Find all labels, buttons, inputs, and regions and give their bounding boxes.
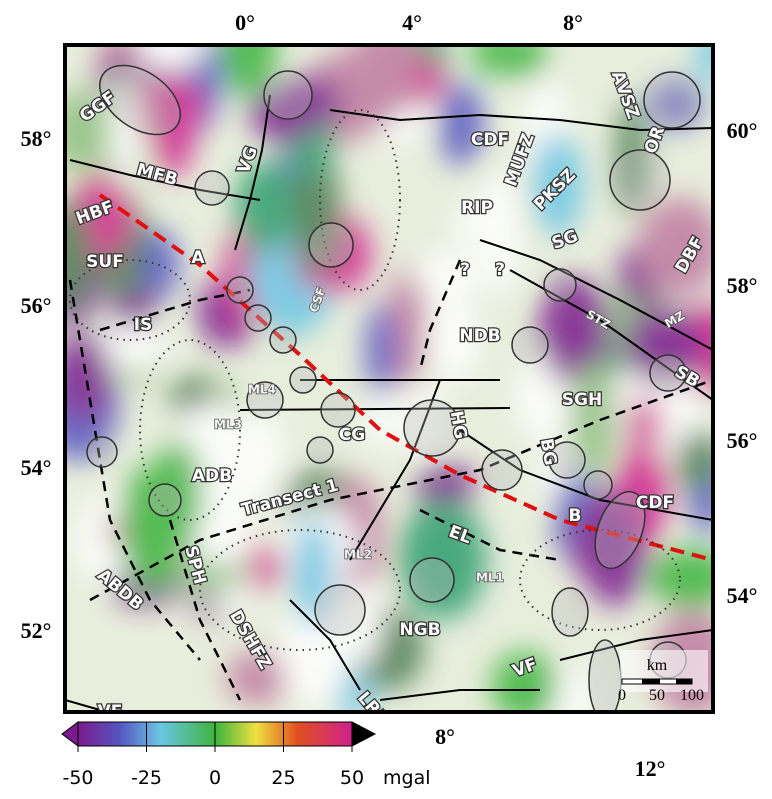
feature-label: SUF (86, 252, 124, 272)
scale-bar-segment (642, 679, 660, 684)
circle (584, 471, 612, 499)
feature-label: ADB (192, 466, 232, 486)
coordinate-label: 58° (727, 273, 758, 298)
feature-label: CDF (636, 493, 674, 513)
anomaly-blob (639, 198, 722, 298)
circle (270, 327, 296, 353)
feature-label: CDF (471, 130, 509, 150)
circle (589, 640, 621, 720)
colorbar-arrow-low (62, 722, 78, 746)
circle (264, 71, 312, 119)
anomaly-blob (557, 665, 594, 747)
feature-label: ML3 (214, 418, 242, 432)
feature-label: CG (339, 425, 365, 445)
scale-tick-label: 100 (680, 687, 704, 704)
circle (315, 585, 365, 635)
coordinate-label: 4° (402, 10, 422, 35)
colorbar-tick-label: -50 (62, 767, 93, 789)
circle (195, 171, 229, 205)
feature-label: B (569, 506, 582, 526)
feature-label: A (191, 248, 205, 268)
scale-unit: km (647, 657, 668, 674)
circle (544, 269, 576, 301)
colorbar-unit: mgal (383, 767, 431, 789)
coordinate-label: 8° (563, 10, 583, 35)
circle (307, 437, 333, 463)
circle (227, 277, 253, 303)
colorbar-tick-label: 0 (209, 767, 221, 789)
colorbar: mgal -50 -25 0 25 50 (62, 722, 431, 789)
circle (552, 588, 588, 636)
coordinate-label: 54° (21, 455, 52, 480)
scale-bar-segment (676, 679, 692, 684)
anomaly-blob (366, 303, 396, 399)
coordinate-label: 0° (235, 10, 255, 35)
feature-label: NDB (459, 326, 500, 346)
circle (245, 305, 271, 331)
coordinate-label: 56° (21, 293, 52, 318)
coordinate-label: 54° (727, 583, 758, 608)
anomaly-blob (249, 407, 283, 504)
map-figure: GGFMFBVGHBFASUFISCSFML4ML3CGHGNDBRIP??CD… (0, 0, 772, 799)
scale-tick-label: 50 (649, 687, 665, 704)
colorbar-tick-label: -25 (131, 767, 162, 789)
circle (512, 327, 548, 363)
colorbar-arrow-high (352, 722, 375, 746)
anomaly-blob (142, 230, 179, 300)
anomaly-blob (399, 499, 487, 619)
anomaly-blob (474, 22, 505, 78)
feature-label: ML1 (476, 571, 504, 585)
circle (321, 393, 355, 427)
feature-label: IS (134, 315, 153, 335)
anomaly-blob (438, 83, 483, 166)
feature-label: RIP (461, 198, 493, 218)
scale-tick-label: 0 (618, 687, 626, 704)
scale-bar: km (620, 650, 708, 692)
circle (149, 484, 181, 516)
anomaly-blob (235, 161, 296, 252)
circle (610, 150, 670, 210)
coordinate-label: 56° (727, 428, 758, 453)
coordinate-label: 8° (435, 724, 455, 749)
feature-label: SGH (562, 390, 602, 410)
coordinate-label: 52° (21, 618, 52, 643)
feature-label: ? (460, 260, 470, 280)
anomaly-blob (501, 28, 546, 79)
feature-label: NGB (399, 620, 440, 640)
colorbar-tick-label: 25 (271, 767, 295, 789)
coordinate-label: 12° (635, 756, 666, 781)
circle (482, 450, 522, 490)
anomaly-blob (648, 547, 734, 608)
colorbar-tick-label: 50 (340, 767, 364, 789)
circle (410, 558, 454, 602)
coordinate-label: 58° (21, 126, 52, 151)
circle (644, 72, 700, 128)
circle (309, 223, 353, 267)
feature-label: ML4 (248, 383, 276, 397)
circle (290, 367, 316, 393)
gravity-field: GGFMFBVGHBFASUFISCSFML4ML3CGHGNDBRIP??CD… (37, 0, 748, 747)
circle (87, 437, 117, 467)
coordinate-label: 60° (727, 118, 758, 143)
feature-label: ? (495, 260, 505, 280)
feature-label: ML2 (344, 548, 372, 562)
